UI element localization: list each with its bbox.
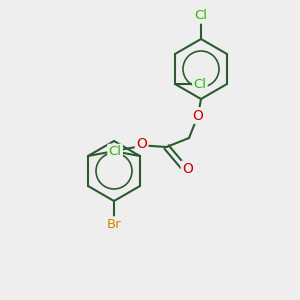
Text: O: O — [182, 162, 193, 176]
Text: Br: Br — [107, 218, 121, 231]
Text: Cl: Cl — [194, 77, 206, 91]
Text: O: O — [136, 137, 147, 151]
Text: Cl: Cl — [109, 145, 122, 158]
Text: Cl: Cl — [194, 9, 208, 22]
Text: O: O — [193, 109, 203, 122]
